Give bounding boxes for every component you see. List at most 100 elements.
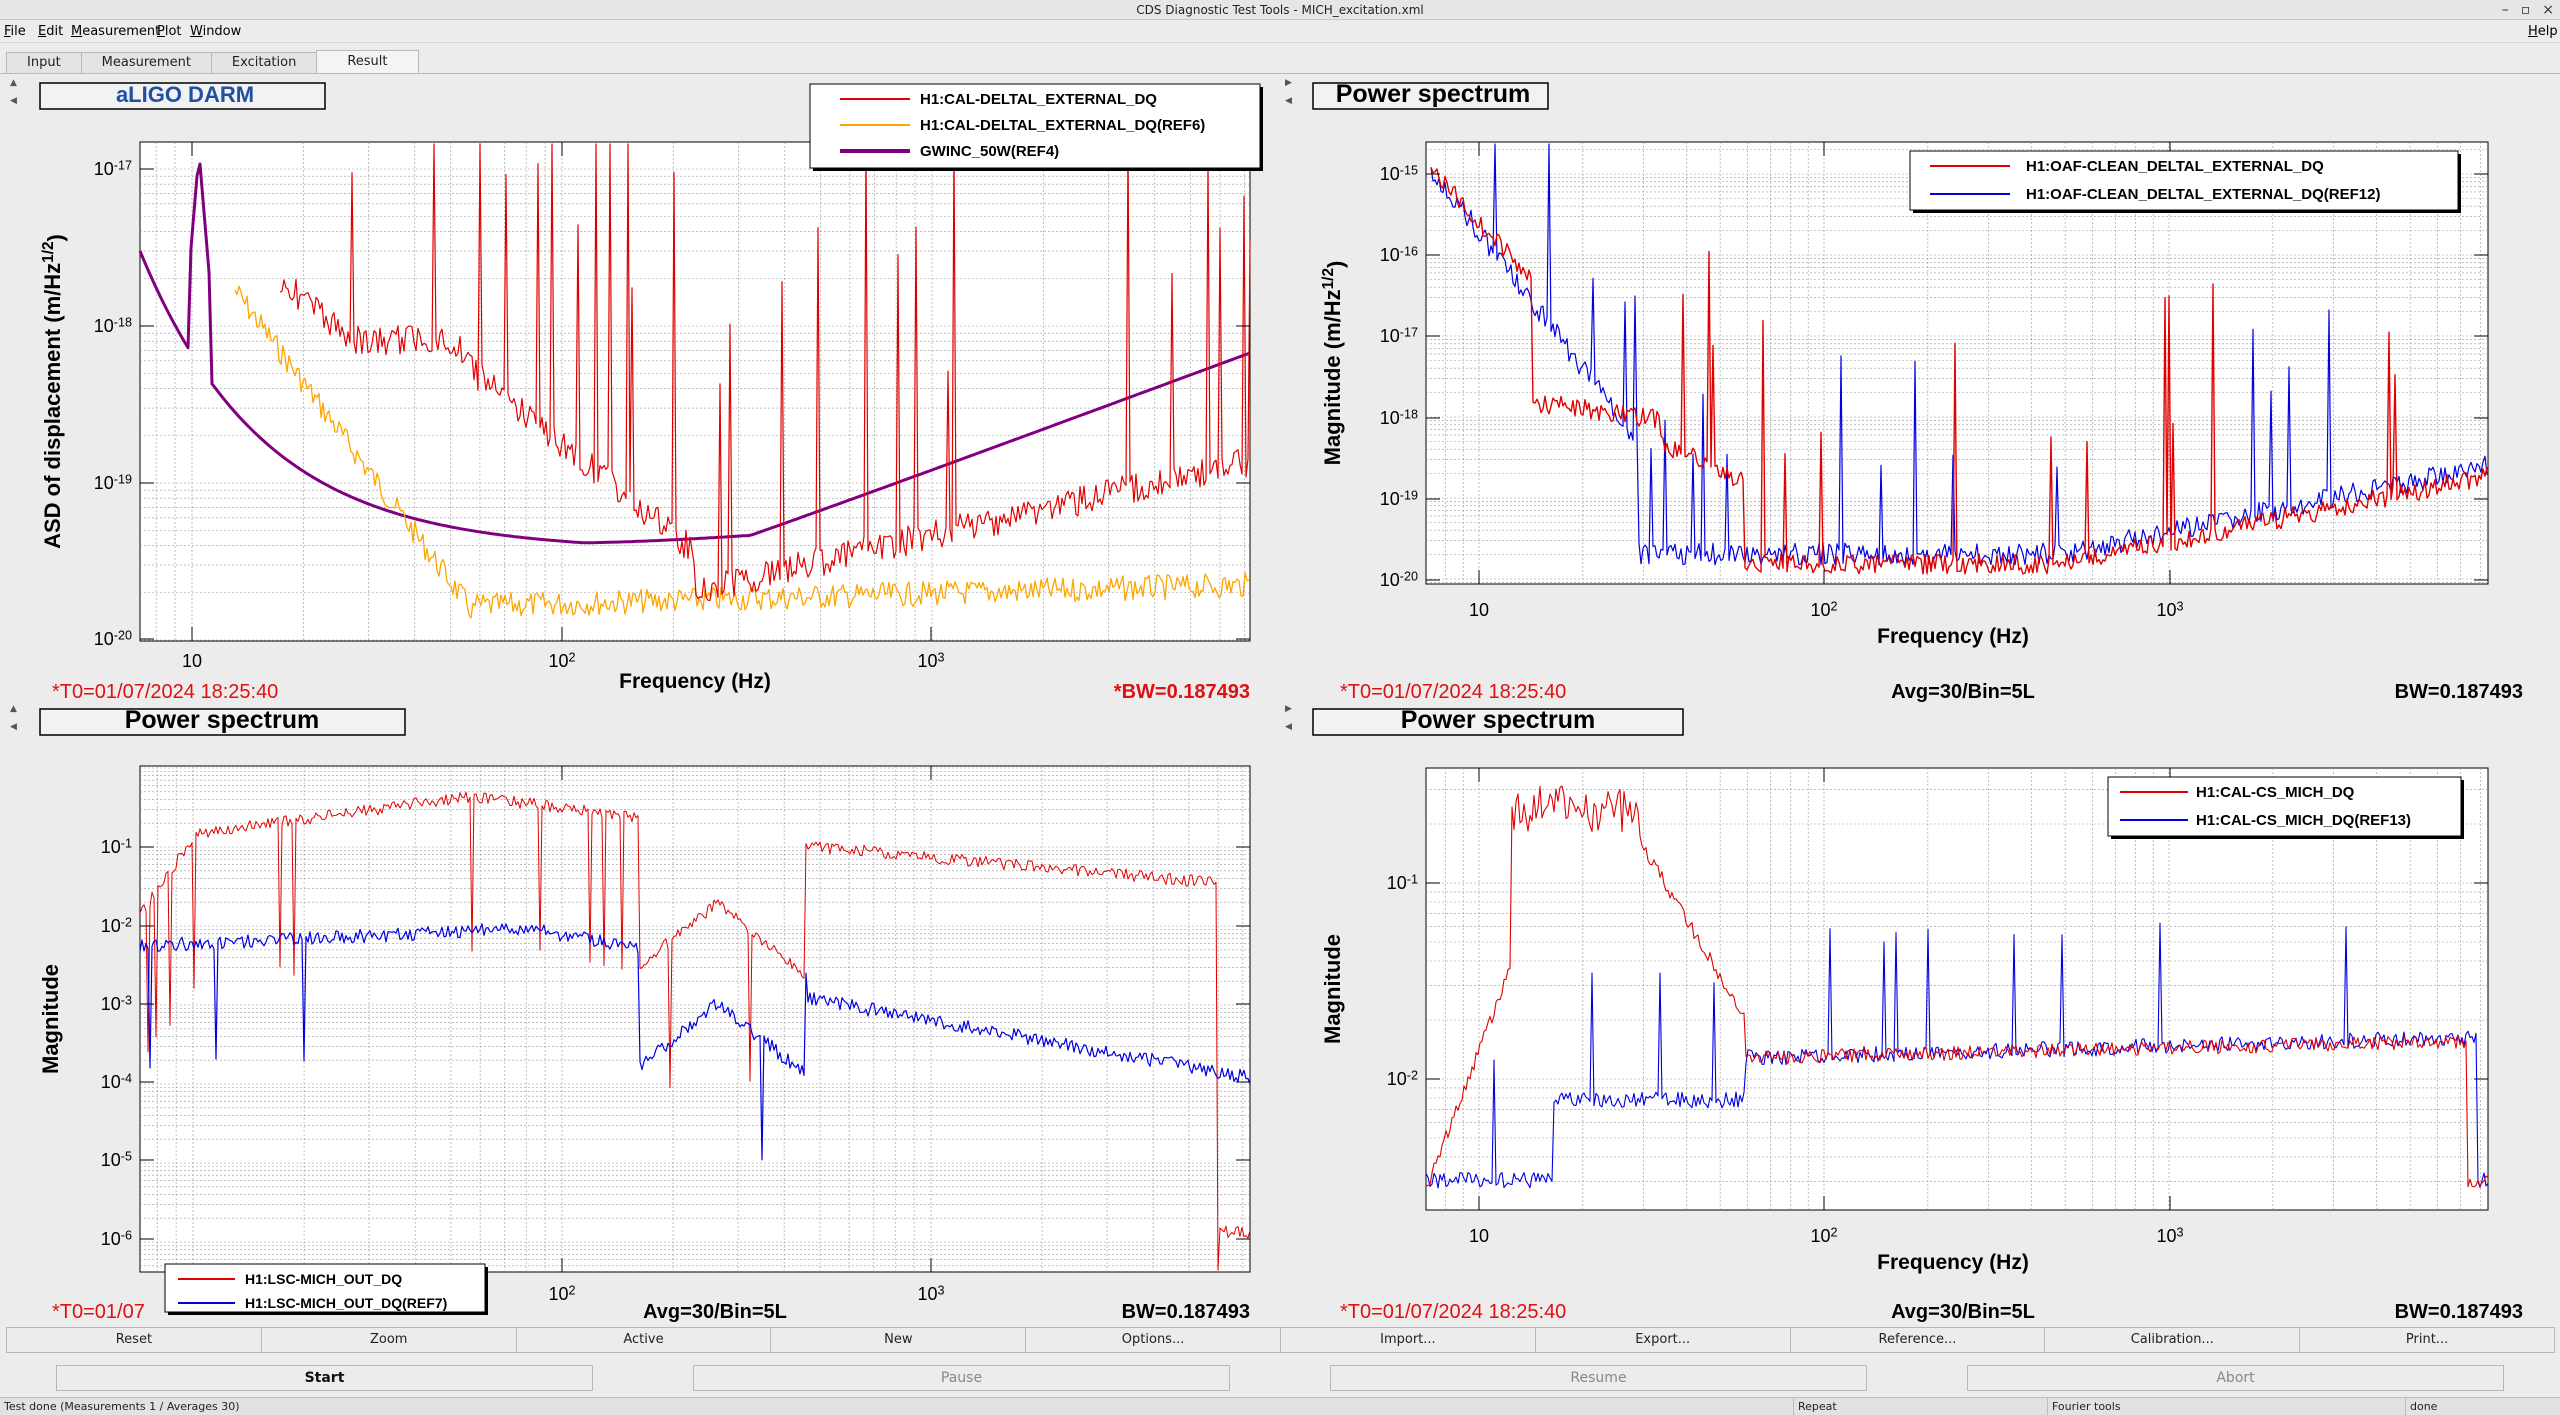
legend-entry: GWINC_50W(REF4) — [920, 143, 1059, 160]
x-tick-label: 103 — [917, 650, 944, 671]
plot-pane-power-spectrum-3[interactable]: 10-1 10-2 10 102 103 Magnitude Frequency (Hz) P… — [1298, 702, 2550, 1322]
x-tick-label: 102 — [548, 1283, 575, 1304]
bandwidth-label: BW=0.187493 — [2395, 1301, 2523, 1322]
zoom-button[interactable]: Zoom — [260, 1327, 517, 1353]
new-button[interactable]: New — [770, 1327, 1027, 1353]
x-tick-label: 10 — [182, 651, 202, 671]
menu-help[interactable]: Help — [2528, 24, 2558, 39]
legend[interactable] — [1909, 150, 2459, 211]
plot-canvas[interactable]: 10-15 10-16 10-17 10-18 10-19 10-20 10 102 103 Ma… — [1298, 76, 2550, 702]
plot-canvas[interactable]: 10-17 10-18 10-19 10-20 10 102 103 ASD of displ… — [10, 76, 1280, 702]
x-tick-label: 103 — [2156, 599, 2183, 620]
y-axis-label: Magnitude — [1320, 934, 1345, 1044]
menu-file[interactable]: File — [4, 24, 26, 39]
y-tick-label: 10-16 — [1380, 244, 1418, 265]
pause-button[interactable]: Pause — [693, 1365, 1230, 1391]
pane-toggle-icon[interactable]: ▲ — [10, 704, 17, 714]
y-tick-label: 10-1 — [101, 836, 132, 857]
export-button[interactable]: Export... — [1534, 1327, 1791, 1353]
menu-edit[interactable]: Edit — [38, 24, 64, 39]
bandwidth-label: *BW=0.187493 — [1114, 681, 1250, 702]
legend-entry: H1:CAL-DELTAL_EXTERNAL_DQ(REF6) — [920, 117, 1205, 134]
menu-measurement[interactable]: Measurement — [71, 24, 161, 39]
import-button[interactable]: Import... — [1279, 1327, 1536, 1353]
menu-plot[interactable]: Plot — [157, 24, 182, 39]
legend-entry: H1:CAL-DELTAL_EXTERNAL_DQ — [920, 91, 1157, 108]
minimize-icon[interactable]: – — [2501, 2, 2509, 18]
tab-excitation[interactable]: Excitation — [210, 52, 318, 74]
window-title: CDS Diagnostic Test Tools - MICH_excitat… — [1136, 3, 1424, 17]
resume-button[interactable]: Resume — [1330, 1365, 1867, 1391]
menu-window[interactable]: Window — [190, 24, 242, 39]
maximize-icon[interactable]: ▫ — [2520, 2, 2531, 18]
traces — [139, 791, 1251, 1271]
legend-entry: H1:LSC-MICH_OUT_DQ(REF7) — [245, 1295, 447, 1311]
reset-button[interactable]: Reset — [6, 1327, 262, 1353]
y-tick-label: 10-17 — [94, 158, 132, 179]
pane-toggle-icon[interactable]: ▲ — [10, 78, 17, 88]
reference-button[interactable]: Reference... — [1789, 1327, 2046, 1353]
y-axis-label: Magnitude — [38, 964, 63, 1074]
plot-canvas[interactable]: 10-1 10-2 10 102 103 Magnitude Frequency (Hz) P… — [1298, 702, 2550, 1322]
plot-title: aLIGO DARM — [116, 82, 254, 107]
status-done: done — [2405, 1398, 2437, 1415]
y-tick-label: 10-20 — [94, 628, 132, 649]
y-tick-label: 10-18 — [94, 315, 132, 336]
abort-button[interactable]: Abort — [1967, 1365, 2504, 1391]
y-tick-label: 10-6 — [101, 1228, 132, 1249]
print-button[interactable]: Print... — [2299, 1327, 2555, 1353]
y-tick-label: 10-1 — [1387, 872, 1418, 893]
legend-entry: H1:LSC-MICH_OUT_DQ — [245, 1271, 402, 1287]
grid — [1426, 142, 2488, 584]
grid — [1426, 768, 2488, 1210]
tab-measurement[interactable]: Measurement — [80, 52, 212, 74]
status-repeat: Repeat — [1793, 1398, 1837, 1415]
plot-area — [1425, 767, 2489, 1211]
plot-area — [139, 765, 1251, 1273]
plot-pane-power-spectrum-2[interactable]: 10-1 10-2 10-3 10-4 10-5 10-6 102 103 Magnitude P… — [10, 702, 1280, 1322]
start-time-label: *T0=01/07/2024 18:25:40 — [52, 681, 278, 702]
bandwidth-label: BW=0.187493 — [2395, 681, 2523, 702]
legend-entry: H1:CAL-CS_MICH_DQ(REF13) — [2196, 812, 2411, 829]
x-axis-label: Frequency (Hz) — [619, 670, 771, 693]
pane-toggle-icon[interactable]: ◀ — [10, 722, 17, 732]
plot-title: Power spectrum — [125, 706, 320, 734]
window-titlebar: CDS Diagnostic Test Tools - MICH_excitat… — [0, 0, 2560, 20]
active-button[interactable]: Active — [515, 1327, 772, 1353]
pane-toggle-icon[interactable]: ◀ — [1285, 96, 1292, 106]
plot-pane-power-spectrum-1[interactable]: 10-15 10-16 10-17 10-18 10-19 10-20 10 102 103 Ma… — [1298, 76, 2550, 702]
x-tick-label: 10 — [1469, 1226, 1489, 1246]
y-tick-label: 10-2 — [101, 915, 132, 936]
menu-bar: File Edit Measurement Plot Window Help — [0, 21, 2560, 43]
x-tick-label: 102 — [548, 650, 575, 671]
pane-toggle-icon[interactable]: ◀ — [1285, 722, 1292, 732]
tab-input[interactable]: Input — [6, 52, 82, 74]
options-button[interactable]: Options... — [1025, 1327, 1281, 1353]
y-tick-label: 10-5 — [101, 1149, 132, 1170]
x-tick-label: 10 — [1469, 600, 1489, 620]
start-button[interactable]: Start — [56, 1365, 593, 1391]
legend-entry: H1:OAF-CLEAN_DELTAL_EXTERNAL_DQ — [2026, 158, 2324, 175]
calibration-button[interactable]: Calibration... — [2044, 1327, 2301, 1353]
legend[interactable] — [2107, 776, 2462, 837]
bandwidth-label: BW=0.187493 — [1122, 1301, 1250, 1322]
x-tick-label: 102 — [1810, 599, 1837, 620]
averages-label: Avg=30/Bin=5L — [643, 1301, 787, 1322]
plot-tools-bar: Reset Zoom Active New Options... Import.… — [6, 1327, 2555, 1353]
tab-result[interactable]: Result — [316, 50, 419, 74]
pane-toggle-icon[interactable]: ▶ — [1285, 704, 1292, 714]
status-fourier-tools: Fourier tools — [2047, 1398, 2121, 1415]
plot-canvas[interactable]: 10-1 10-2 10-3 10-4 10-5 10-6 102 103 Magnitude P… — [10, 702, 1280, 1322]
tab-bar: Input Measurement Excitation Result — [6, 50, 419, 74]
legend-entry: H1:CAL-CS_MICH_DQ — [2196, 784, 2355, 801]
close-icon[interactable]: × — [2542, 2, 2554, 18]
pane-toggle-icon[interactable]: ◀ — [10, 96, 17, 106]
traces — [1430, 143, 2488, 575]
plot-pane-darm[interactable]: 10-17 10-18 10-19 10-20 10 102 103 ASD of displ… — [10, 76, 1280, 702]
averages-label: Avg=30/Bin=5L — [1891, 681, 2035, 702]
y-tick-label: 10-19 — [94, 472, 132, 493]
y-tick-label: 10-17 — [1380, 325, 1418, 346]
x-axis-label: Frequency (Hz) — [1877, 1251, 2029, 1274]
x-axis-label: Frequency (Hz) — [1877, 625, 2029, 648]
pane-toggle-icon[interactable]: ▶ — [1285, 78, 1292, 88]
